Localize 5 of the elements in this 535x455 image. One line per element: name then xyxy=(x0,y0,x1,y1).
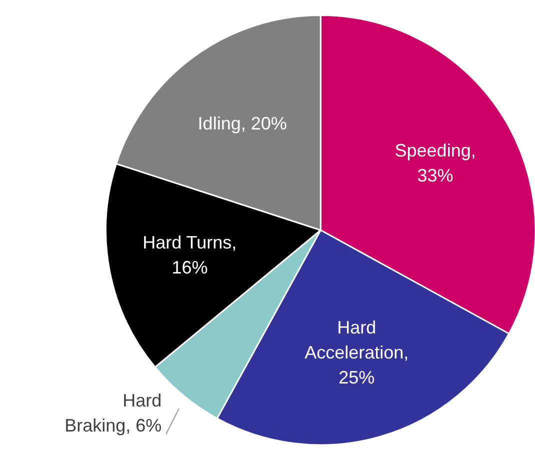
slice-label: Hard Acceleration, 25% xyxy=(304,318,409,388)
slice-label: Idling, 20% xyxy=(198,113,287,134)
slice-label: Speeding, 33% xyxy=(394,140,476,186)
slice-label: Hard Braking, 6% xyxy=(64,390,162,436)
slice-label: Hard Turns, 16% xyxy=(142,232,237,278)
